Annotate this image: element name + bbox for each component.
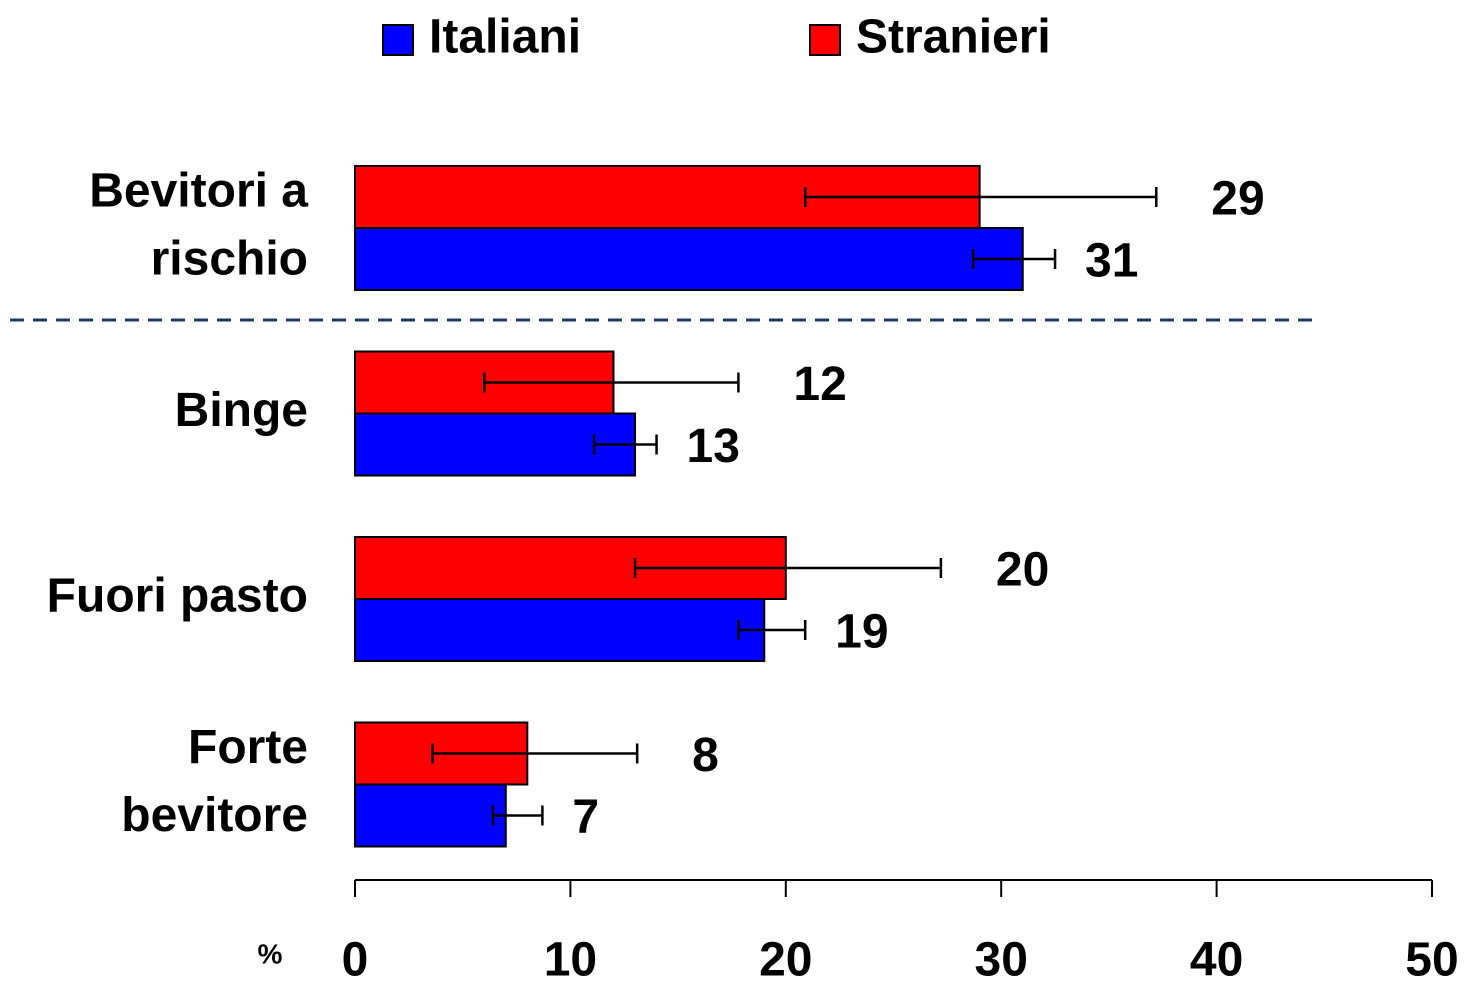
bar	[354, 783, 507, 848]
x-tick-label: 0	[342, 934, 369, 986]
error-bar	[491, 805, 544, 826]
legend-label: Italiani	[429, 11, 581, 64]
error-bar	[803, 187, 1158, 207]
category-label: Binge	[175, 384, 308, 437]
error-bar	[431, 743, 639, 764]
x-tick-label: 30	[975, 934, 1028, 986]
legend-label: Stranieri	[856, 11, 1051, 64]
category-label: Bevitori a	[89, 165, 308, 218]
x-tick-label: 20	[759, 934, 812, 986]
bar	[354, 227, 1024, 291]
error-bar	[737, 620, 807, 640]
value-label: 13	[687, 420, 740, 473]
value-label: 29	[1211, 173, 1264, 226]
legend-swatch	[382, 24, 414, 56]
x-axis-label: %	[258, 938, 283, 969]
value-label: 20	[996, 544, 1049, 597]
legend-swatch	[809, 24, 841, 56]
value-label: 8	[692, 729, 719, 782]
error-bar	[633, 558, 943, 578]
error-bar	[971, 249, 1057, 269]
category-label: bevitore	[121, 789, 308, 842]
category-label: Forte	[188, 721, 308, 774]
value-label: 7	[572, 791, 599, 844]
x-tick-label: 40	[1190, 934, 1243, 986]
error-bar	[482, 372, 740, 393]
bar	[354, 598, 766, 662]
value-label: 19	[835, 606, 888, 659]
x-tick-label: 10	[544, 934, 597, 986]
x-tick-label: 50	[1405, 934, 1458, 986]
value-label: 31	[1085, 235, 1138, 288]
category-label: Fuori pasto	[47, 570, 308, 623]
error-bar	[592, 434, 658, 455]
category-label: rischio	[151, 233, 308, 286]
bar	[354, 412, 637, 477]
value-label: 12	[793, 358, 846, 411]
